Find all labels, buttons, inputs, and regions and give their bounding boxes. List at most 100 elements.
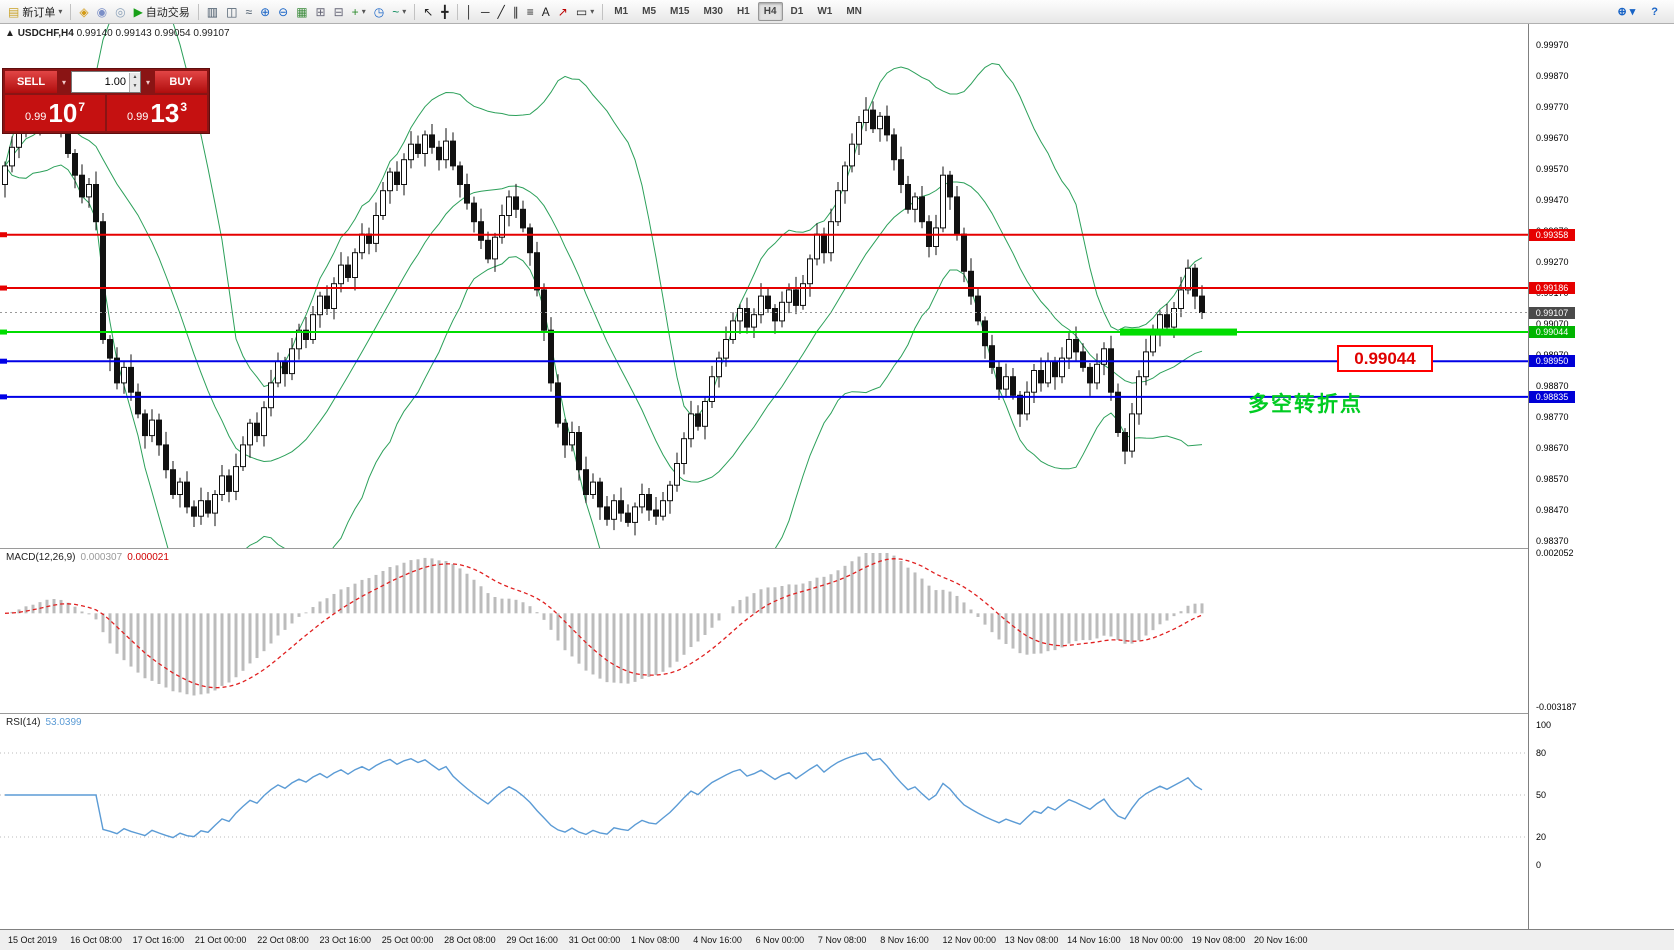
time-axis-tick: 8 Nov 16:00 (880, 935, 929, 945)
vertical-line-icon[interactable]: │ (462, 4, 478, 20)
channel-icon[interactable]: ∥ (509, 4, 523, 20)
macd-chart-svg[interactable] (0, 549, 1528, 713)
macd-axis-tick: 0.002052 (1536, 548, 1574, 558)
new-chart-icon[interactable]: + ▾ (348, 4, 370, 20)
zoom-in-icon-glyph: ⊕ (260, 4, 271, 19)
new-chart-icon-caret[interactable]: ▾ (361, 7, 366, 16)
cursor-icon[interactable]: ↖ (419, 4, 437, 20)
price-axis-tick: 0.99570 (1536, 164, 1569, 174)
history-center-icon[interactable]: ◎ (111, 4, 129, 20)
indicators-icon[interactable]: ~ ▾ (388, 4, 410, 20)
crosshair-icon[interactable]: ╋ (437, 4, 452, 20)
zoom-out-icon[interactable]: ⊖ (274, 4, 292, 20)
help-icon[interactable]: ? (1651, 5, 1658, 18)
shapes-icon-glyph: ▭ (575, 4, 588, 19)
price-axis-tick: 0.98470 (1536, 505, 1569, 515)
arrow-tool-icon-glyph: ↗ (557, 4, 568, 19)
price-axis-tick: 0.99970 (1536, 40, 1569, 50)
timeframe-w1[interactable]: W1 (817, 6, 833, 17)
grid-icon[interactable]: ▦ (292, 4, 311, 20)
time-axis-tick: 7 Nov 08:00 (817, 935, 867, 945)
price-callout-label[interactable]: 0.99044 (1337, 345, 1433, 372)
timeframe-h4[interactable]: H4 (757, 2, 783, 21)
clock-icon[interactable]: ◷ (370, 4, 388, 20)
new-order-icon[interactable]: ▤ 新订单 ▾ (4, 2, 66, 22)
volume-stepper[interactable]: 1.00 ▲ ▼ (71, 71, 141, 93)
rsi-panel[interactable]: RSI(14) 53.0399 (0, 714, 1528, 929)
symbol-collapse-icon[interactable]: ▲ (5, 28, 15, 39)
sell-button[interactable]: SELL (5, 71, 57, 93)
sell-dropdown-icon[interactable]: ▾ (61, 77, 66, 87)
toolbar-separator (602, 3, 604, 20)
tile-windows-icon[interactable]: ⊞ (312, 4, 330, 20)
bar-chart-icon[interactable]: ▥ (203, 4, 222, 20)
zoom-in-icon[interactable]: ⊕ (256, 4, 274, 20)
one-click-trade-panel: SELL ▾ 1.00 ▲ ▼ ▾ BUY 0.99 10 7 0.99 13 (2, 68, 210, 134)
rsi-value: 53.0399 (45, 717, 82, 728)
profiles-icon[interactable]: ◉ (93, 4, 111, 20)
indicators-icon-caret[interactable]: ▾ (402, 7, 407, 16)
profiles-icon-glyph: ◉ (96, 4, 108, 19)
buy-price-big: 13 (150, 98, 180, 128)
rsi-label-line: RSI(14) 53.0399 (6, 717, 82, 728)
fibonacci-icon[interactable]: ≡ (523, 4, 538, 20)
line-chart-icon[interactable]: ≈ (241, 4, 256, 20)
time-axis-tick: 14 Nov 16:00 (1067, 935, 1121, 945)
buy-button[interactable]: BUY (155, 71, 207, 93)
timeframe-m1[interactable]: M1 (614, 6, 629, 17)
price-axis[interactable]: 0.99970 0.99870 0.99770 0.99670 0.99570 0.994… (1528, 24, 1674, 929)
macd-signal-value: 0.000021 (127, 552, 169, 563)
price-axis-tick: 0.98970 (1536, 350, 1569, 360)
text-icon[interactable]: A (538, 4, 554, 20)
price-axis-tick: 0.99870 (1536, 71, 1569, 81)
cascade-windows-icon[interactable]: ⊟ (330, 4, 348, 20)
price-axis-tick: 0.98870 (1536, 381, 1569, 391)
time-axis-tick: 28 Oct 08:00 (444, 935, 496, 945)
panel-divider[interactable] (0, 713, 1674, 714)
panel-divider[interactable] (0, 548, 1674, 549)
toolbar-right-group: ⊕ ▾? (1613, 3, 1670, 20)
compass-icon[interactable]: ◈ (75, 4, 92, 20)
autotrade-button[interactable]: ▶ 自动交易 (130, 2, 194, 22)
candlestick-icon[interactable]: ◫ (222, 4, 241, 20)
trendline-icon[interactable]: ╱ (494, 4, 509, 20)
timeframe-mn[interactable]: MN (846, 6, 862, 17)
history-center-icon-glyph: ◎ (115, 4, 126, 19)
ohlc-open: 0.99140 (76, 28, 113, 39)
arrow-tool-icon[interactable]: ↗ (554, 4, 572, 20)
macd-panel[interactable]: MACD(12,26,9) 0.000307 0.000021 (0, 549, 1528, 713)
buy-dropdown-icon[interactable]: ▾ (145, 77, 150, 87)
main-chart-panel[interactable]: ▲ USDCHF,H4 0.99140 0.99143 0.99054 0.99… (0, 24, 1528, 548)
macd-value: 0.000307 (80, 552, 123, 563)
candlestick-chart-svg[interactable] (0, 24, 1528, 548)
volume-value[interactable]: 1.00 (104, 76, 126, 88)
zoom-select-icon[interactable]: ⊕ ▾ (1617, 6, 1636, 18)
vertical-line-icon-glyph: │ (465, 4, 474, 19)
toolbar-left-group: ▤ 新订单 ▾ ◈ ◉ ◎ ▶ 自动交易 ▥ ◫ ≈ ⊕ ⊖ ▦ ⊞ ⊟ + ▾ ◷ ~ ▾ ↖ ╋ │ ─ ╱ ∥ ≡ A ↗ ▭ ▾ (4, 2, 607, 22)
sell-price-big: 10 (48, 98, 78, 128)
timeframe-h1[interactable]: H1 (736, 6, 750, 17)
shapes-icon[interactable]: ▭ ▾ (572, 4, 598, 20)
time-axis[interactable]: 15 Oct 2019 16 Oct 08:00 17 Oct 16:00 21 Oc… (0, 929, 1674, 950)
timeframe-d1[interactable]: D1 (790, 6, 804, 17)
time-axis-tick: 13 Nov 08:00 (1004, 935, 1059, 945)
new-order-icon-glyph: ▤ (8, 4, 20, 19)
volume-spin-icons[interactable]: ▲ ▼ (129, 72, 140, 92)
horizontal-line-icon[interactable]: ─ (477, 4, 494, 20)
rsi-axis-tick: 50 (1536, 790, 1547, 800)
price-tag-0.98950: 0.98950 (1529, 355, 1575, 368)
shapes-icon-caret[interactable]: ▾ (590, 7, 595, 16)
grid-icon-glyph: ▦ (296, 4, 308, 19)
rsi-chart-svg[interactable] (0, 714, 1528, 929)
timeframe-m15[interactable]: M15 (670, 6, 690, 17)
price-axis-tick: 0.99270 (1536, 257, 1569, 267)
new-order-icon-caret[interactable]: ▾ (58, 7, 63, 16)
buy-price-button[interactable]: 0.99 13 3 (107, 95, 207, 131)
cursor-icon-glyph: ↖ (423, 4, 434, 19)
turning-point-text[interactable]: 多空转折点 (1248, 393, 1363, 416)
sell-price-button[interactable]: 0.99 10 7 (5, 95, 105, 131)
bar-chart-icon-glyph: ▥ (206, 4, 219, 19)
timeframe-m5[interactable]: M5 (642, 6, 657, 17)
timeframe-m30[interactable]: M30 (703, 6, 723, 17)
